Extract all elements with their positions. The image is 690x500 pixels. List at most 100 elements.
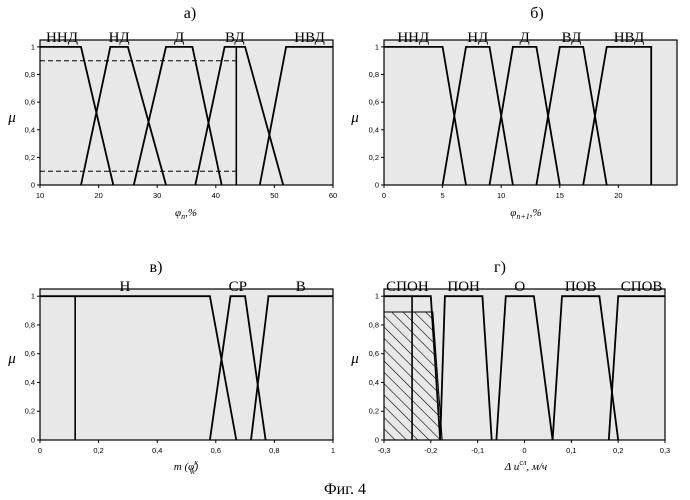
x-tick-label: 5 bbox=[441, 191, 445, 200]
plot-area bbox=[383, 39, 678, 186]
x-tick-label: 10 bbox=[36, 191, 44, 200]
membership-curve bbox=[439, 295, 493, 441]
y-tick-label: 0 bbox=[31, 181, 35, 190]
panel-d: г) 0 0,2 0,4 0,6 0,8 1 -0,3 -0,2 -0,1 0 0,1 0,2 0,3 μ Δ… bbox=[350, 259, 670, 473]
x-tick-label: 0,2 bbox=[613, 446, 623, 455]
x-tick-label: 0,8 bbox=[269, 446, 279, 455]
y-tick-label: 0,2 bbox=[369, 407, 379, 416]
y-tick-label: 0,6 bbox=[25, 349, 35, 358]
series-label: СПОВ bbox=[621, 279, 663, 295]
y-axis-label: μ bbox=[350, 351, 359, 367]
x-tick-label: 40 bbox=[212, 191, 220, 200]
x-tick-label: -0,2 bbox=[424, 446, 437, 455]
figure-caption: Фиг. 4 bbox=[324, 481, 366, 498]
series-label: Н bbox=[120, 279, 131, 295]
membership-curve bbox=[384, 46, 467, 186]
y-tick-label: 0,6 bbox=[369, 98, 379, 107]
membership-curve bbox=[194, 46, 285, 186]
x-axis-label: φn+1,% bbox=[510, 207, 541, 221]
y-axis-label: μ bbox=[7, 110, 16, 126]
y-axis-label: μ bbox=[350, 110, 359, 126]
y-tick-label: 0,4 bbox=[25, 378, 35, 387]
series-label: ННД bbox=[46, 30, 78, 46]
x-tick-label: 50 bbox=[270, 191, 278, 200]
x-tick-label: 1 bbox=[331, 446, 335, 455]
membership-curve bbox=[80, 46, 167, 186]
series-label: СР bbox=[229, 279, 247, 295]
series-label: СПОН bbox=[386, 279, 429, 295]
x-axis-label: φn,% bbox=[175, 207, 197, 221]
y-tick-label: 0,2 bbox=[25, 153, 35, 162]
y-tick-label: 0,2 bbox=[25, 407, 35, 416]
plot-area bbox=[39, 288, 334, 441]
panel-title: б) bbox=[530, 5, 543, 22]
series-label: ПОВ bbox=[565, 279, 597, 295]
series-label: ННД bbox=[397, 30, 429, 46]
y-tick-label: 0,8 bbox=[25, 70, 35, 79]
x-tick-label: 15 bbox=[556, 191, 564, 200]
membership-curve bbox=[250, 295, 333, 441]
y-tick-label: 0,6 bbox=[25, 98, 35, 107]
y-tick-label: 1 bbox=[31, 42, 35, 51]
x-tick-label: 10 bbox=[497, 191, 505, 200]
x-tick-label: -0,1 bbox=[471, 446, 484, 455]
series-label: Д bbox=[174, 30, 184, 46]
y-tick-label: 0,8 bbox=[25, 320, 35, 329]
series-label: НВД bbox=[614, 30, 645, 46]
membership-curve bbox=[40, 46, 115, 186]
series-label: НД bbox=[467, 30, 488, 46]
x-tick-label: 0,4 bbox=[152, 446, 162, 455]
series-label: ПОН bbox=[447, 279, 480, 295]
series-label: ВД bbox=[562, 30, 582, 46]
series-label: НВД bbox=[294, 30, 325, 46]
y-axis-label: μ bbox=[7, 351, 16, 367]
series-label: НД bbox=[109, 30, 130, 46]
series-label: ВД bbox=[225, 30, 245, 46]
x-tick-label: 20 bbox=[614, 191, 622, 200]
x-tick-label: 0,3 bbox=[660, 446, 670, 455]
y-tick-label: 1 bbox=[375, 42, 379, 51]
y-tick-label: 0 bbox=[31, 436, 35, 445]
y-tick-label: 0,8 bbox=[369, 70, 379, 79]
membership-curve bbox=[495, 295, 554, 441]
x-tick-label: 0,2 bbox=[93, 446, 103, 455]
panel-c: в) 0 0,2 0,4 0,6 0,8 1 0 0,2 0,4 0,6 0,8 1 μ m (φк k) Н С… bbox=[7, 259, 335, 476]
x-tick-label: 0,1 bbox=[566, 446, 576, 455]
membership-curve bbox=[384, 295, 442, 441]
panel-title: г) bbox=[494, 259, 506, 276]
y-tick-label: 0,4 bbox=[369, 378, 379, 387]
y-tick-label: 0,6 bbox=[369, 349, 379, 358]
y-tick-label: 0 bbox=[375, 181, 379, 190]
membership-curve bbox=[40, 295, 238, 441]
x-tick-label: 0 bbox=[522, 446, 526, 455]
series-label: Д bbox=[520, 30, 530, 46]
x-tick-label: 0 bbox=[38, 446, 42, 455]
membership-curve bbox=[582, 46, 653, 186]
x-axis-label: Δ uсл, м/ч bbox=[504, 458, 547, 473]
hatched-region bbox=[383, 311, 443, 441]
membership-curve bbox=[258, 46, 333, 186]
x-tick-label: -0,3 bbox=[378, 446, 391, 455]
series-label: О bbox=[514, 279, 525, 295]
panel-title: в) bbox=[150, 259, 163, 276]
x-tick-label: 0,6 bbox=[211, 446, 221, 455]
y-tick-label: 0,2 bbox=[369, 153, 379, 162]
y-tick-label: 0,4 bbox=[25, 125, 35, 134]
panel-title: а) bbox=[184, 5, 196, 22]
x-tick-label: 30 bbox=[153, 191, 161, 200]
y-tick-label: 1 bbox=[31, 292, 35, 301]
x-axis-label: m (φк k) bbox=[174, 458, 199, 476]
series-label: В bbox=[296, 279, 306, 295]
x-tick-label: 60 bbox=[329, 191, 337, 200]
y-tick-label: 0,8 bbox=[369, 320, 379, 329]
y-tick-label: 0 bbox=[375, 436, 379, 445]
membership-curve bbox=[607, 295, 665, 441]
x-tick-label: 20 bbox=[94, 191, 102, 200]
membership-curve bbox=[132, 46, 223, 186]
y-tick-label: 1 bbox=[375, 292, 379, 301]
panel-a: а) 0 0,2 0,4 0,6 0,8 1 10 20 30 40 50 60 μ φn,% ННД НД Д В… bbox=[7, 5, 337, 221]
membership-curve bbox=[551, 295, 620, 441]
y-tick-label: 0,4 bbox=[369, 125, 379, 134]
